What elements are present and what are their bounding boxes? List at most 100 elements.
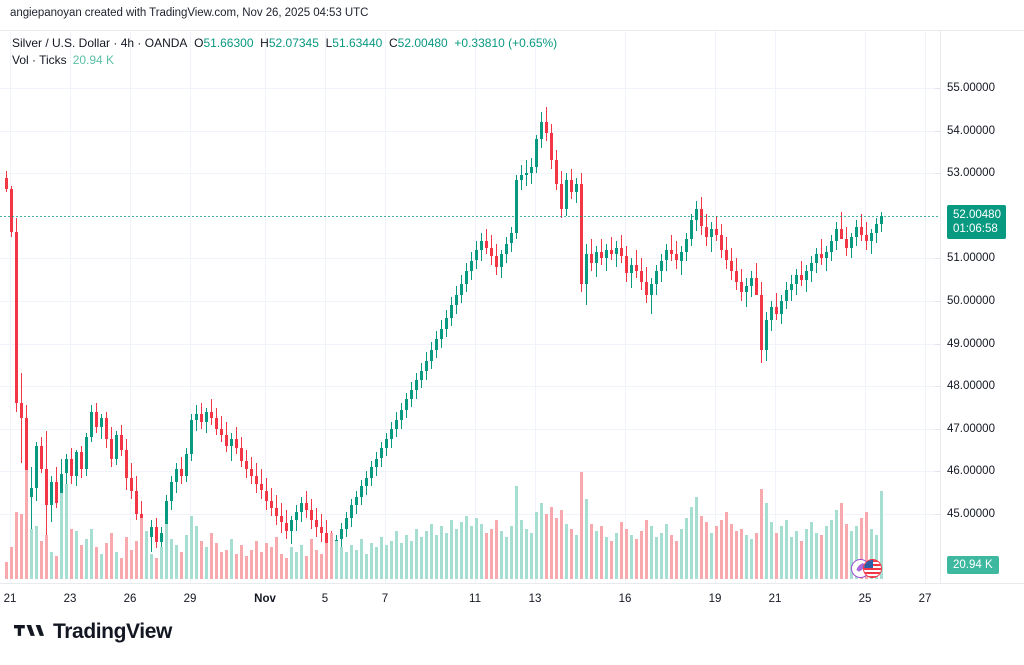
candle-body — [610, 249, 613, 255]
volume-bar — [115, 551, 118, 579]
candle-body — [10, 189, 13, 232]
volume-bar — [110, 532, 113, 579]
candle-body — [480, 241, 483, 250]
candle-wick — [671, 235, 672, 261]
volume-bar — [630, 534, 633, 579]
volume-bar — [465, 515, 468, 579]
time-tick-label: 19 — [708, 593, 722, 605]
candle-body — [715, 228, 718, 235]
candle-body — [845, 239, 848, 248]
candle-body — [270, 501, 273, 508]
economic-event-badges[interactable] — [851, 559, 885, 579]
volume-bar — [60, 492, 63, 579]
volume-bar — [740, 528, 743, 579]
axis-tick-mark — [935, 130, 941, 132]
volume-bar — [665, 524, 668, 579]
candle-body — [630, 264, 633, 274]
volume-bar — [45, 534, 48, 579]
candle-body — [855, 226, 858, 238]
candle-body — [485, 241, 488, 248]
candle-body — [170, 482, 173, 502]
volume-bar — [645, 520, 648, 579]
volume-bar — [545, 513, 548, 579]
candle-wick — [776, 292, 777, 321]
volume-bar — [420, 536, 423, 579]
volume-bar — [140, 517, 143, 579]
volume-bar — [610, 541, 613, 579]
candle-body — [420, 371, 423, 380]
candle-body — [310, 509, 313, 521]
volume-bar — [295, 551, 298, 579]
gridline — [265, 31, 266, 583]
axis-tick-mark — [935, 428, 941, 430]
candle-body — [635, 264, 638, 272]
candle-body — [540, 122, 543, 140]
chart-plot-area[interactable] — [0, 31, 940, 583]
candle-body — [45, 469, 48, 506]
axis-tick-mark — [935, 514, 941, 515]
volume-bar — [135, 541, 138, 579]
candle-wick — [611, 237, 612, 261]
candle-body — [195, 413, 198, 421]
candle-body — [805, 271, 808, 280]
price-axis[interactable]: 55.00000 54.00000 53.00000 51.00000 50.00000… — [935, 31, 1024, 583]
time-tick-label: 11 — [469, 593, 481, 605]
candle-body — [725, 249, 728, 261]
current-price-badge[interactable]: 52.00480 01:06:58 — [947, 204, 1006, 239]
candle-body — [340, 528, 343, 540]
volume-bar — [785, 520, 788, 579]
candle-body — [265, 490, 268, 502]
volume-bar — [405, 534, 408, 579]
volume-bar — [575, 534, 578, 579]
candle-body — [410, 390, 413, 399]
price-tick-label: 48.00000 — [947, 380, 995, 393]
volume-bar — [330, 532, 333, 579]
candle-body — [450, 305, 453, 319]
candle-body — [795, 275, 798, 284]
volume-bar — [415, 528, 418, 579]
volume-bar — [340, 547, 343, 579]
candle-body — [510, 232, 513, 244]
candle-wick — [31, 467, 32, 553]
candle-wick — [821, 239, 822, 265]
candle-body — [820, 254, 823, 259]
time-tick-label: 5 — [321, 593, 329, 605]
volume-bar — [500, 530, 503, 579]
time-tick-label: 21 — [768, 593, 782, 605]
volume-bar — [780, 526, 783, 579]
us-flag-event-icon[interactable] — [863, 559, 882, 578]
axis-tick-mark — [935, 173, 941, 175]
candle-body — [290, 520, 293, 531]
volume-bar — [490, 528, 493, 579]
tradingview-logo[interactable]: TradingView — [14, 620, 172, 644]
time-tick-label: 25 — [858, 593, 872, 605]
candle-body — [20, 403, 23, 419]
volume-bar — [150, 553, 153, 579]
volume-bar — [290, 547, 293, 579]
candle-body — [225, 435, 228, 446]
candle-body — [565, 179, 568, 210]
candle-body — [415, 379, 418, 391]
time-tick-label: Nov — [254, 593, 276, 605]
volume-value-badge[interactable]: 20.94 K — [947, 556, 999, 574]
candle-body — [135, 490, 138, 514]
candle-body — [150, 526, 153, 538]
volume-bar — [20, 513, 23, 579]
volume-bar — [70, 528, 73, 579]
candle-body — [780, 301, 783, 314]
candle-body — [75, 452, 78, 476]
volume-bar — [605, 536, 608, 579]
candle-body — [440, 328, 443, 340]
price-tick-label: 55.00000 — [947, 82, 995, 95]
candle-body — [765, 320, 768, 350]
axis-tick-mark — [935, 301, 941, 302]
candle-body — [870, 232, 873, 242]
volume-bar — [445, 532, 448, 579]
volume-bar — [555, 517, 558, 579]
time-axis[interactable]: 21 23 26 29 Nov 5 7 11 13 16 19 21 25 27 — [0, 583, 1024, 614]
gridline — [625, 31, 626, 583]
price-tick-label: 53.00000 — [947, 167, 995, 180]
volume-bar — [860, 517, 863, 579]
volume-bar — [320, 553, 323, 579]
candle-body — [245, 460, 248, 470]
